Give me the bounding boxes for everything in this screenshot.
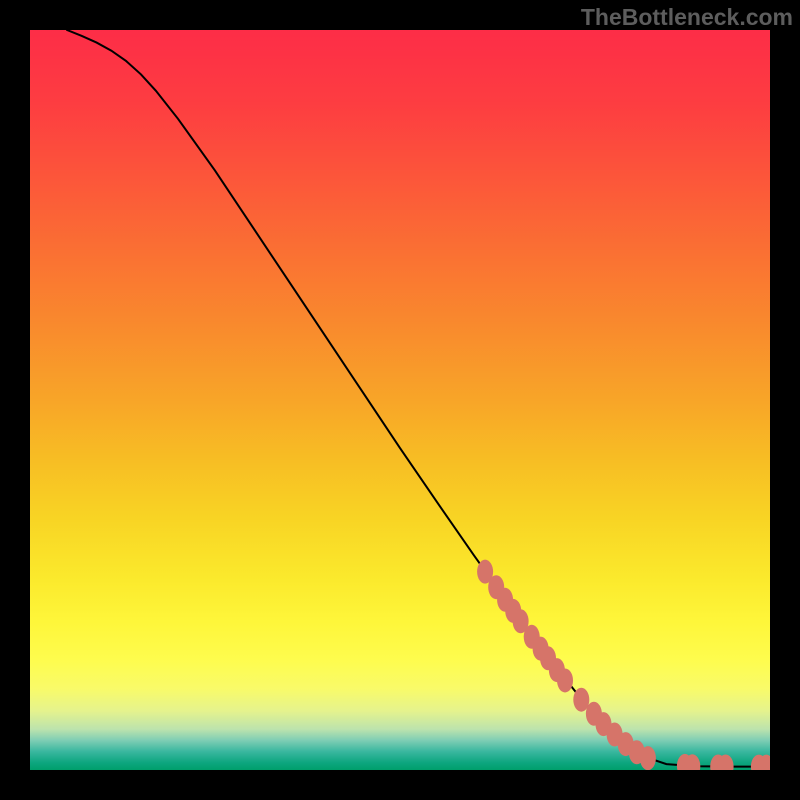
chart-plot-area — [30, 30, 770, 770]
chart-svg — [30, 30, 770, 770]
watermark-text: TheBottleneck.com — [581, 4, 793, 31]
data-marker — [557, 668, 573, 692]
data-marker — [640, 746, 656, 770]
gradient-background — [30, 30, 770, 770]
